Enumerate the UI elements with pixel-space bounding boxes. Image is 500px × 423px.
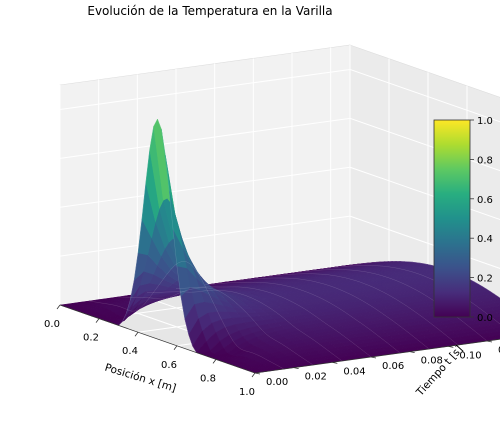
y-tick-mark [486, 340, 493, 343]
y-tick-label: 0.02 [305, 372, 327, 383]
colorbar: 0.0 0.2 0.4 0.6 0.8 1.0 [433, 116, 493, 324]
y-tick-mark [370, 356, 377, 359]
y-tick-label: 0.08 [421, 356, 443, 367]
x-tick-label: 0.0 [44, 319, 60, 330]
y-tick-mark [254, 372, 261, 375]
x-tick-label: 0.8 [200, 373, 216, 384]
y-axis-line [254, 338, 500, 374]
colorbar-gradient [433, 119, 471, 318]
x-tick-mark [134, 331, 139, 337]
x-tick-label: 1.0 [239, 387, 255, 398]
colorbar-tick-label: 0.6 [477, 195, 493, 206]
y-tick-mark [332, 361, 338, 364]
colorbar-tick-label: 1.0 [477, 116, 493, 127]
x-tick-label: 0.4 [122, 346, 138, 357]
x-tick-label: 0.2 [83, 333, 99, 344]
y-tick-label: 0.00 [266, 377, 288, 388]
grid-line-back-z [349, 68, 500, 123]
temperature-surface [59, 118, 500, 374]
surface-mesh-line [175, 286, 372, 357]
y-tick-label: 0.10 [459, 350, 481, 361]
y-tick-mark [448, 345, 454, 348]
y-tick-mark [293, 367, 299, 370]
colorbar-tick-label: 0.4 [477, 234, 493, 245]
colorbar-tick-label: 0.2 [477, 274, 493, 285]
x-axis-line [59, 304, 256, 374]
x-tick-mark [173, 345, 178, 351]
colorbar-tick-label: 0.8 [477, 155, 493, 166]
x-tick-mark [56, 304, 61, 310]
grid-line-left-z [59, 68, 351, 110]
y-tick-mark [409, 351, 415, 354]
surface-mesh-line [146, 289, 343, 362]
x-tick-label: 0.6 [161, 360, 177, 371]
grid-line-left-z [59, 117, 351, 159]
y-tick-label: 0.04 [343, 366, 365, 377]
x-tick-mark [95, 318, 100, 323]
surface-mesh-line [320, 265, 500, 325]
grid-line-left-z [59, 166, 351, 208]
colorbar-tick-label: 0.0 [477, 313, 493, 324]
surface-mesh-line [88, 261, 285, 370]
chart-title: Evolución de la Temperatura en la Varill… [87, 4, 333, 18]
surface-mesh-line [233, 277, 430, 350]
y-tick-label: 0.12 [498, 345, 500, 356]
surface-mesh-line [204, 282, 401, 354]
y-tick-label: 0.06 [382, 361, 404, 372]
grid-line-left-z [59, 215, 351, 257]
x-tick-mark [212, 359, 217, 364]
y-axis-label: Tiempo t [s] [413, 343, 465, 399]
pane-left [59, 44, 351, 306]
x-tick-mark [251, 372, 256, 378]
surface-mesh-line [262, 273, 459, 346]
surface-mesh-line [117, 287, 314, 366]
